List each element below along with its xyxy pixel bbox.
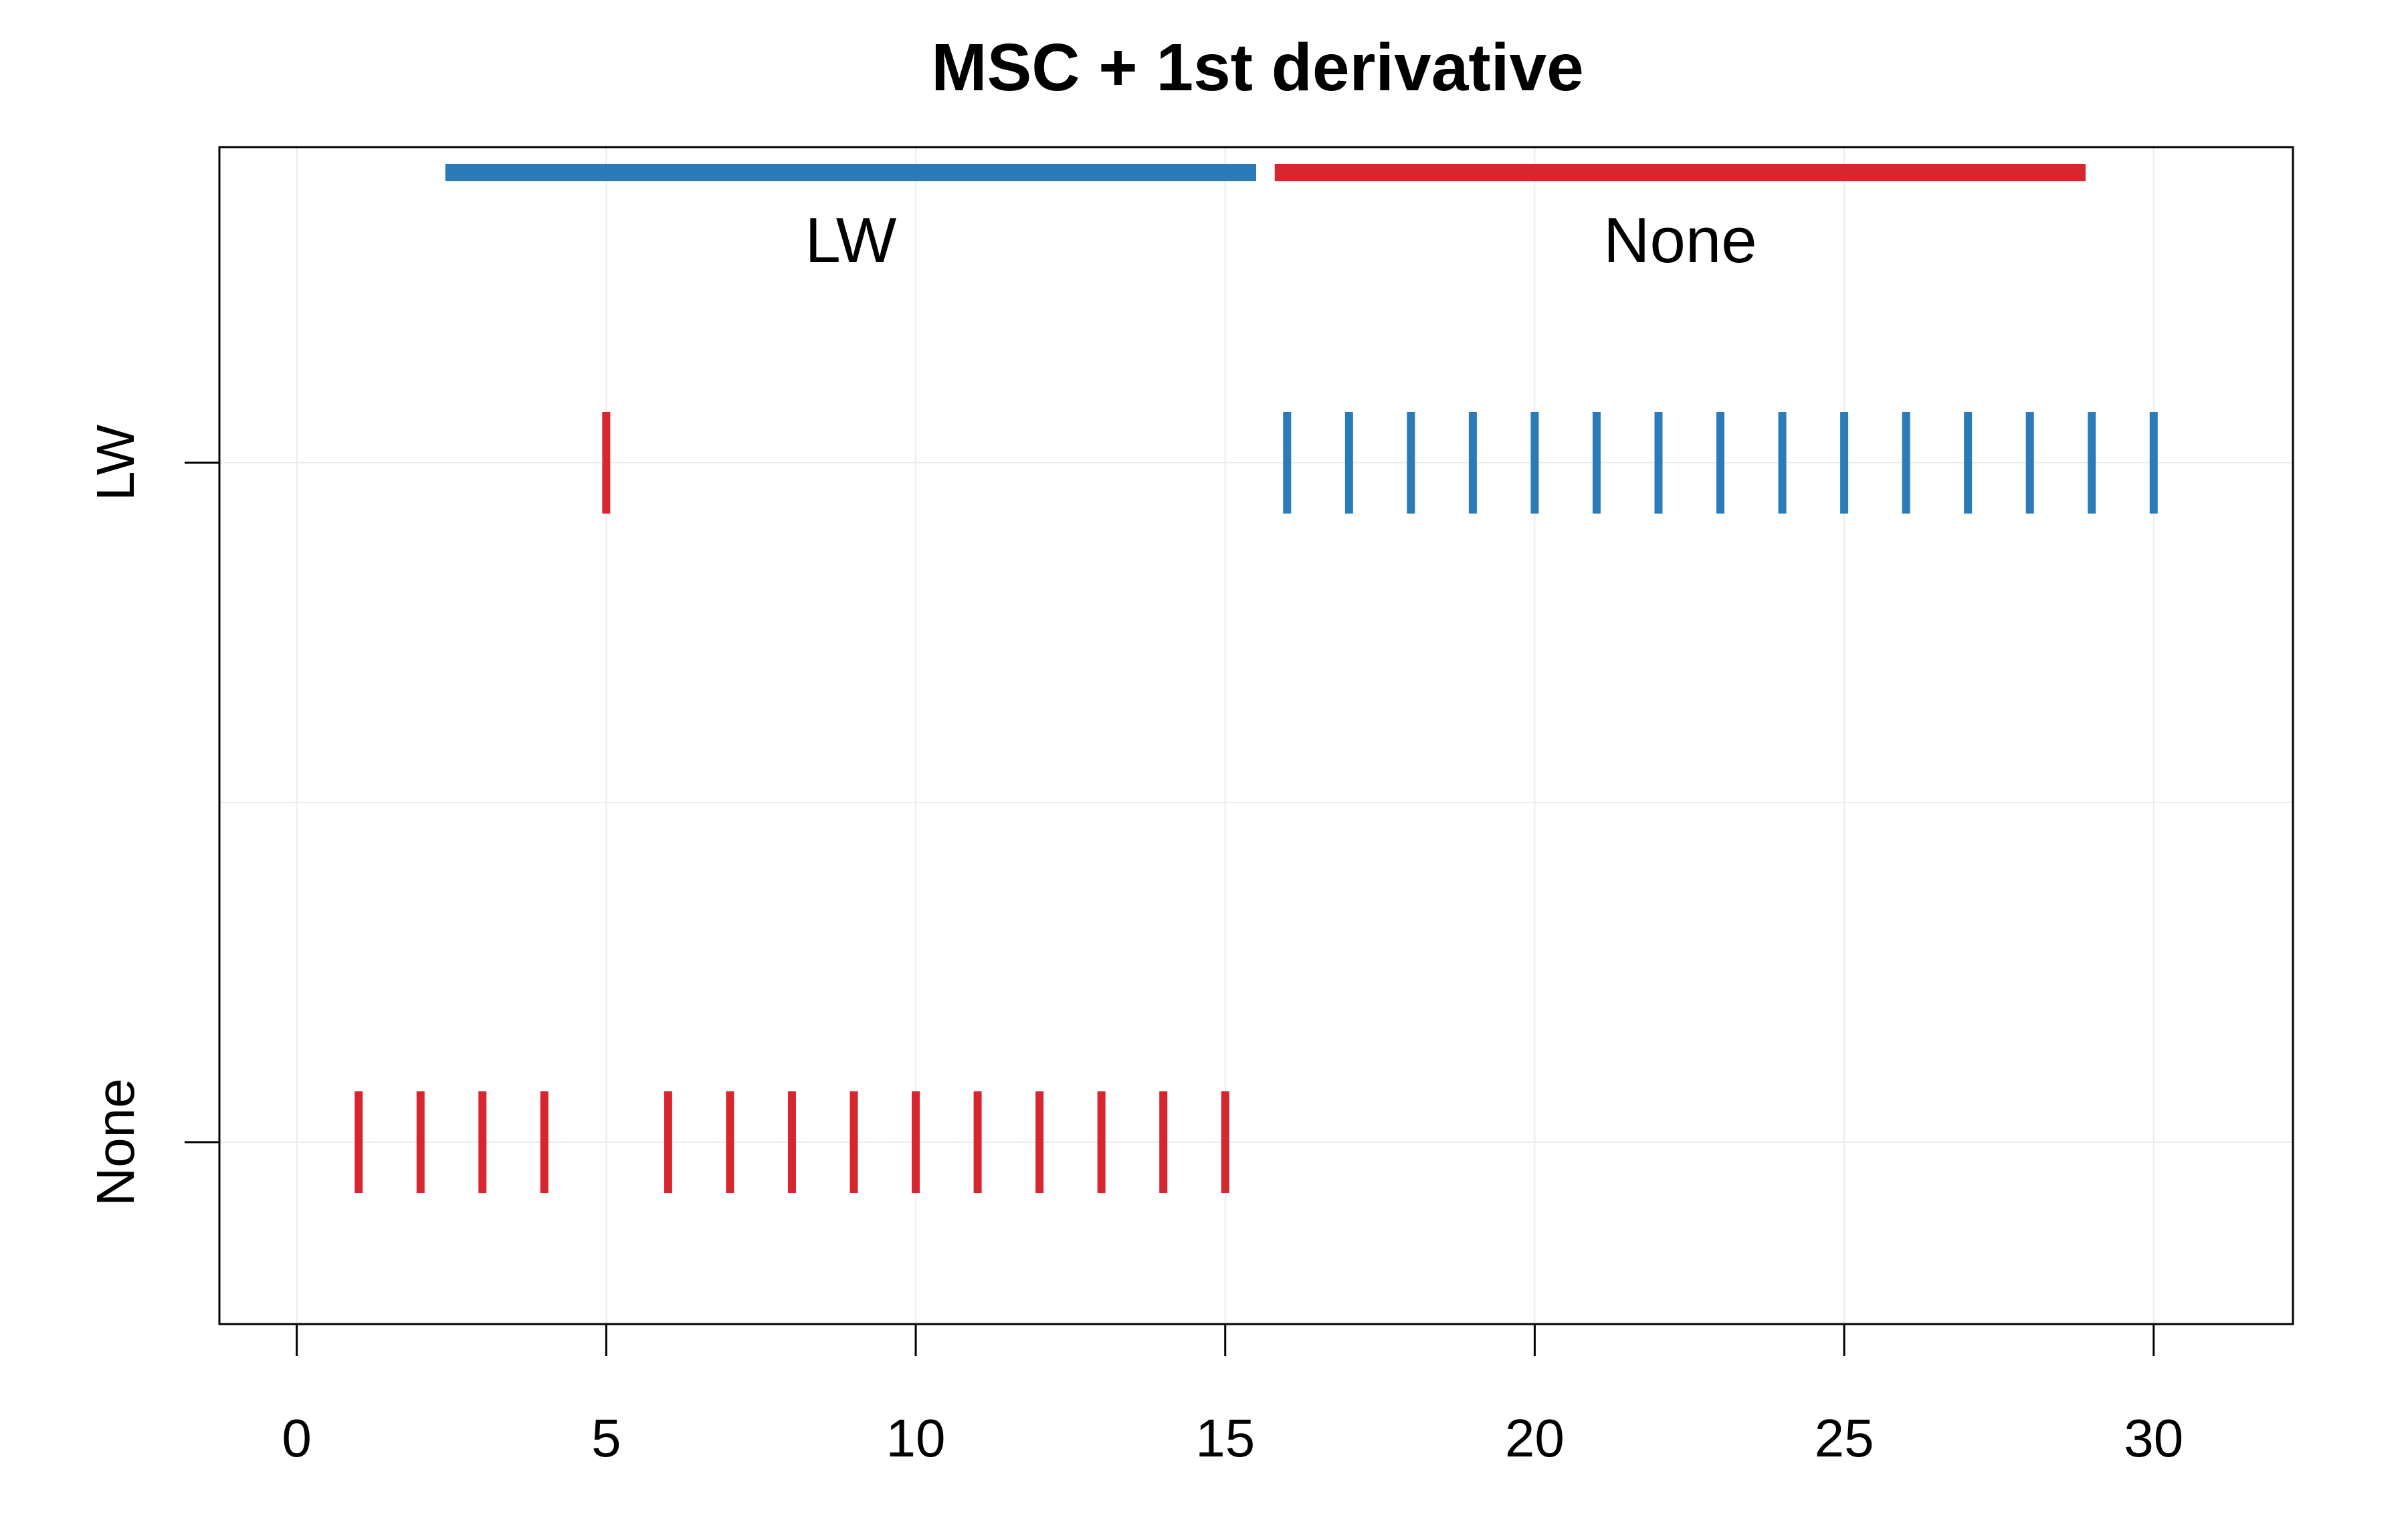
- x-tick-label: 15: [1195, 1408, 1255, 1468]
- group-bars: LW None: [445, 164, 2086, 276]
- plot-frame: [218, 146, 2294, 1325]
- x-tick-label: 25: [1815, 1408, 1874, 1468]
- grid: [219, 147, 2293, 1324]
- x-tick-label: 5: [591, 1408, 621, 1468]
- data-marks: [355, 412, 2158, 1193]
- x-tick-label: 10: [886, 1408, 946, 1468]
- axes: 0 5 10 15 20 25 30 None LW: [86, 424, 2183, 1468]
- group-label-lw: LW: [805, 205, 896, 276]
- x-tick-label: 0: [282, 1408, 312, 1468]
- chart-title: MSC + 1st derivative: [931, 30, 1583, 105]
- group-label-none: None: [1603, 205, 1757, 276]
- x-tick-label: 30: [2124, 1408, 2183, 1468]
- x-tick-label: 20: [1505, 1408, 1565, 1468]
- y-tick-label: None: [86, 1078, 145, 1206]
- y-tick-label: LW: [86, 424, 145, 501]
